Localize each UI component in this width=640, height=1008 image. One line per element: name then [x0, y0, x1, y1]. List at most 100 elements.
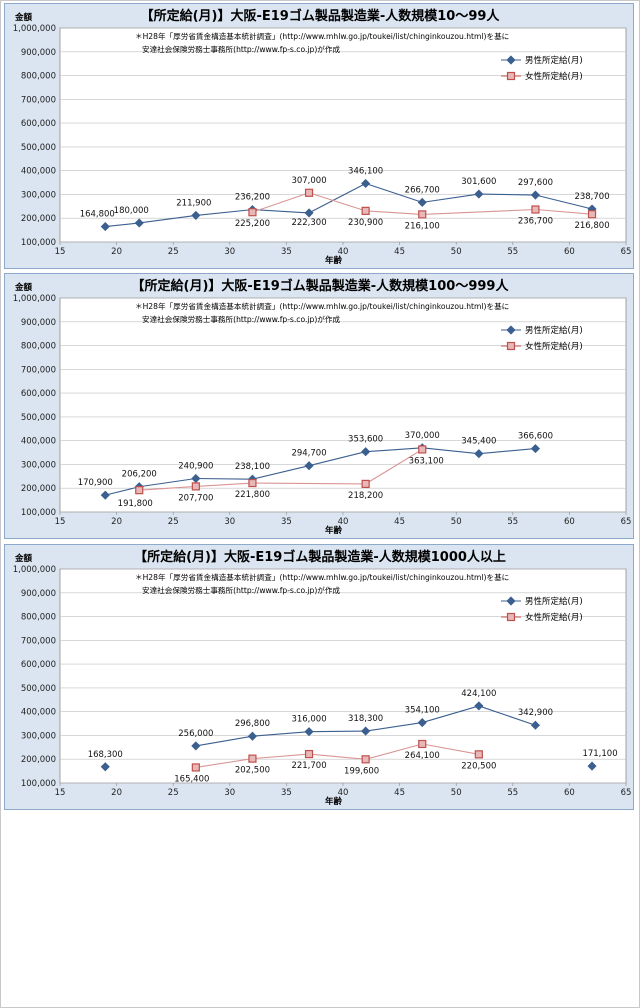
male-data-point	[100, 490, 110, 500]
source-note-line-2: 安達社会保険労務士事務所(http://www.fp-s.co.jp)が作成	[142, 585, 340, 595]
y-tick-label: 800,000	[21, 613, 56, 623]
legend-label: 男性所定給(月)	[525, 325, 583, 336]
data-label: 211,900	[176, 198, 211, 208]
chart-panel-size-10-99: 100,000 200,000 300,000 400,000 500,000 600,0…	[4, 3, 634, 269]
series-segment	[422, 705, 479, 724]
female-data-point	[248, 754, 257, 763]
series-segment	[535, 208, 593, 215]
x-tick-label: 50	[451, 788, 462, 798]
source-note-line-1: ＊H28年「厚労省賃金構造基本統計調査」(http://www.mhlw.go.…	[135, 572, 509, 582]
series-segment	[308, 451, 366, 467]
legend-marker	[506, 596, 516, 606]
series-segment	[478, 705, 536, 726]
female-data-point	[361, 479, 370, 488]
y-tick-label: 700,000	[21, 365, 56, 375]
x-tick-label: 15	[55, 788, 66, 798]
series-segment	[195, 209, 253, 216]
x-tick-label: 55	[507, 788, 518, 798]
male-data-point	[417, 197, 427, 207]
series-segment	[139, 485, 196, 491]
female-data-point	[474, 750, 483, 759]
data-label: 171,100	[582, 749, 617, 759]
male-data-point	[587, 761, 597, 771]
y-tick-label: 300,000	[21, 731, 56, 741]
female-data-point	[418, 445, 427, 454]
data-label: 221,800	[235, 490, 270, 500]
y-tick-label: 600,000	[21, 389, 56, 399]
source-note-line-2: 安達社会保険労務士事務所(http://www.fp-s.co.jp)が作成	[142, 44, 340, 54]
y-tick-label: 100,000	[21, 779, 56, 789]
data-label: 266,700	[405, 185, 440, 195]
series-segment	[365, 743, 423, 760]
female-data-point	[191, 482, 200, 491]
male-data-point	[530, 190, 541, 200]
data-label: 366,600	[518, 432, 553, 442]
data-label: 297,600	[518, 178, 553, 188]
series-segment	[105, 222, 140, 228]
series-segment	[478, 193, 536, 196]
data-label: 236,700	[518, 216, 553, 226]
series-segment	[252, 482, 366, 485]
x-axis-label: 年齢	[325, 255, 343, 266]
source-note-line-2: 安達社会保険労務士事務所(http://www.fp-s.co.jp)が作成	[142, 314, 340, 324]
y-tick-label: 300,000	[21, 190, 56, 200]
x-tick-label: 65	[621, 788, 632, 798]
legend-marker	[506, 325, 516, 335]
female-data-point	[248, 478, 257, 488]
series-segment	[365, 447, 423, 453]
data-label: 316,000	[291, 715, 326, 725]
female-data-point	[587, 210, 597, 219]
x-tick-label: 35	[281, 517, 292, 527]
x-tick-label: 60	[564, 247, 575, 257]
x-tick-label: 45	[394, 517, 405, 527]
y-tick-label: 900,000	[21, 318, 56, 328]
male-data-point	[100, 222, 110, 232]
data-label: 165,400	[174, 774, 209, 784]
line-chart: 100,000 200,000 300,000 400,000 500,000 600,0…	[13, 549, 632, 807]
x-tick-label: 15	[55, 247, 66, 257]
y-tick-label: 500,000	[21, 413, 56, 423]
data-label: 264,100	[405, 751, 440, 761]
data-label: 346,100	[348, 166, 383, 176]
data-label: 301,600	[461, 177, 496, 187]
y-tick-label: 900,000	[21, 589, 56, 599]
y-tick-label: 200,000	[21, 214, 56, 224]
data-label: 221,700	[291, 761, 326, 771]
data-label: 370,000	[405, 431, 440, 441]
y-tick-label: 600,000	[21, 119, 56, 129]
chart-panel-size-100-999: 100,000 200,000 300,000 400,000 500,000 600,0…	[4, 273, 634, 539]
y-tick-label: 700,000	[21, 636, 56, 646]
legend-marker	[506, 55, 516, 65]
series-segment	[422, 447, 479, 455]
y-tick-label: 1,000,000	[13, 24, 56, 34]
y-tick-label: 800,000	[21, 72, 56, 82]
x-tick-label: 20	[111, 517, 122, 527]
male-data-point	[191, 210, 201, 220]
data-label: 218,200	[348, 491, 383, 501]
data-label: 238,700	[574, 192, 609, 202]
line-chart: 100,000 200,000 300,000 400,000 500,000 600,0…	[13, 278, 632, 536]
data-label: 296,800	[235, 719, 270, 729]
legend-label: 男性所定給(月)	[525, 596, 583, 607]
x-tick-label: 35	[281, 788, 292, 798]
male-data-point	[100, 762, 110, 772]
legend-label: 女性所定給(月)	[525, 612, 583, 623]
series-segment	[252, 753, 310, 760]
male-data-point	[134, 218, 144, 228]
male-data-point	[361, 178, 371, 189]
series-segment	[308, 753, 366, 760]
x-tick-label: 25	[168, 517, 179, 527]
data-label: 202,500	[235, 766, 270, 776]
y-tick-label: 200,000	[21, 484, 56, 494]
data-label: 222,300	[291, 218, 326, 228]
female-data-point	[418, 739, 427, 749]
chart-title: 【所定給(月)】大阪-E19ゴム製品製造業-人数規模10～99人	[141, 8, 501, 24]
x-tick-label: 15	[55, 517, 66, 527]
series-segment	[139, 214, 196, 224]
male-data-point	[304, 727, 314, 737]
male-data-point	[530, 720, 541, 730]
series-segment	[309, 730, 366, 733]
male-data-point	[304, 461, 314, 471]
x-tick-label: 30	[224, 247, 235, 257]
data-label: 168,300	[88, 750, 123, 760]
